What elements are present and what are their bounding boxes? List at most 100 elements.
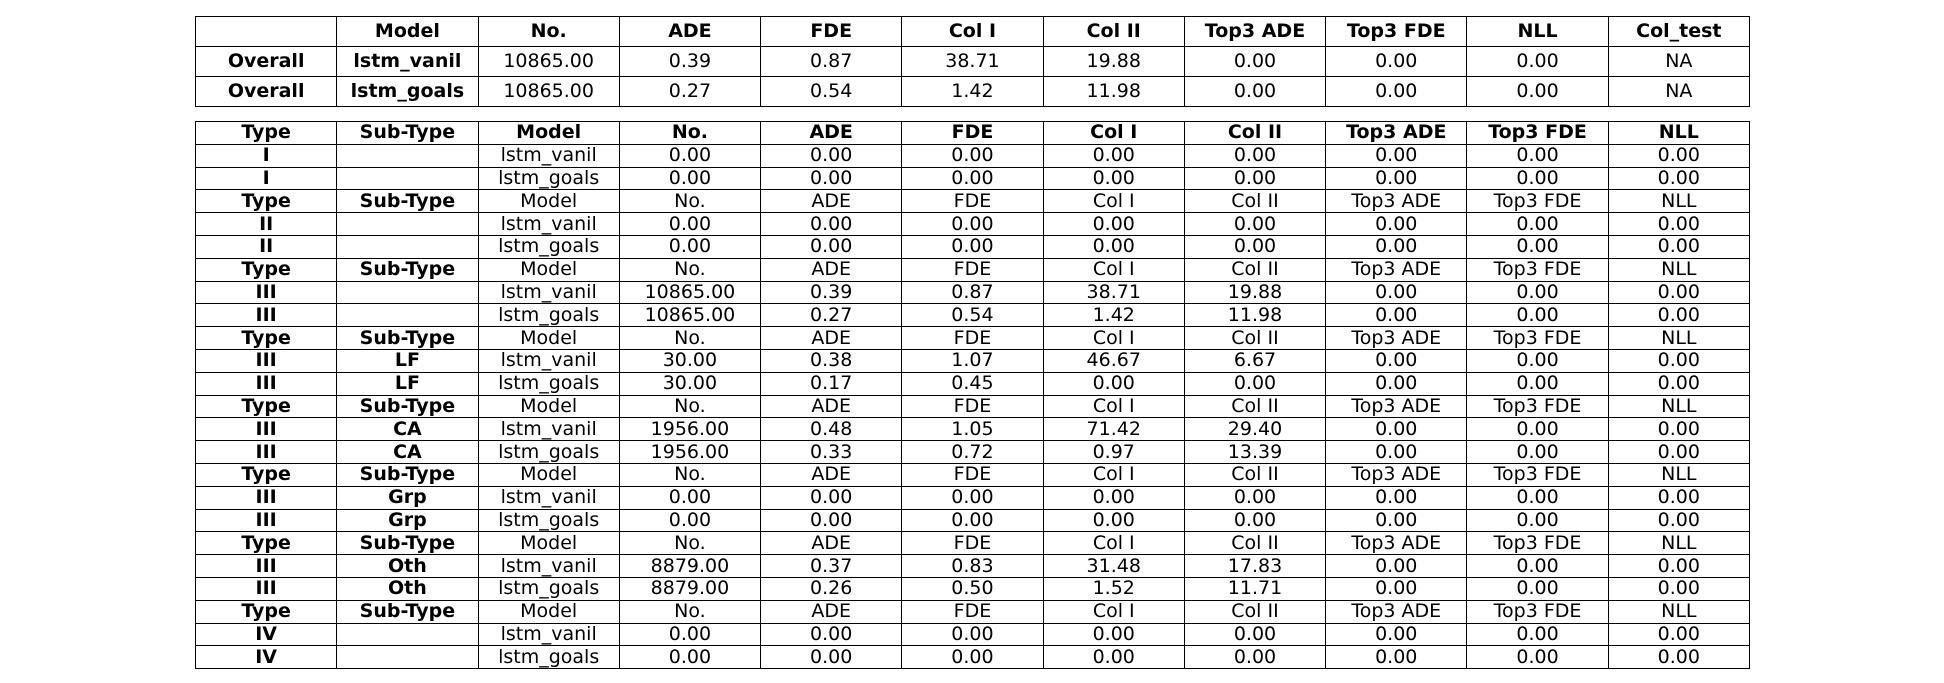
table-cell: 0.00 (1183, 508, 1327, 533)
column-header: Top3 FDE (1466, 121, 1609, 145)
table-cell: 6.67 (1183, 348, 1327, 373)
table-cell (336, 143, 479, 168)
table-cell: 17.83 (1183, 554, 1327, 578)
table-cell: 0.00 (1466, 622, 1609, 647)
row-label-cell: III (194, 371, 338, 396)
table-cell: 11.98 (1183, 303, 1327, 328)
table-cell: 31.48 (1042, 554, 1185, 578)
table-cell: Col I (1042, 599, 1185, 624)
table-cell: 0.00 (1607, 348, 1751, 373)
table-cell: 0.97 (1042, 440, 1185, 464)
table-cell: 0.00 (1607, 622, 1751, 647)
table-row: Overall lstm_vanil 10865.00 0.39 0.87 38.71 19… (194, 46, 1751, 77)
table-cell: 0.00 (1042, 234, 1185, 259)
table-cell: 71.42 (1042, 417, 1185, 442)
table-cell: 0.00 (1607, 440, 1751, 464)
table-cell: lstm_vanil (477, 417, 620, 442)
table-cell: FDE (901, 462, 1044, 487)
table-cell: 0.00 (1183, 234, 1327, 259)
table-cell: 10865.00 (618, 303, 762, 328)
table-cell: 0.00 (760, 508, 903, 533)
table-cell: Top3 FDE (1466, 531, 1609, 556)
table-cell: 0.00 (1325, 440, 1468, 464)
table-cell: 0.38 (760, 348, 903, 373)
row-label-cell: III (194, 485, 338, 510)
table-cell: 0.00 (760, 645, 903, 670)
column-header: No. (477, 16, 620, 47)
table-cell: 0.00 (760, 212, 903, 236)
table-cell: 0.00 (1607, 143, 1751, 168)
table-cell: 0.00 (1325, 645, 1468, 670)
table-row: III Oth lstm_goals 8879.00 0.26 0.50 1.52 11.71… (194, 576, 1751, 601)
table-cell (336, 280, 479, 305)
table-cell: 0.00 (618, 143, 762, 168)
row-label-cell: Type (194, 189, 338, 214)
table-row: IV lstm_vanil 0.00 0.00 0.00 0.00 0.00 0.00 0.00… (194, 622, 1751, 647)
row-label-cell: III (194, 576, 338, 601)
table-cell: Sub-Type (336, 189, 479, 214)
table-cell: 0.00 (1466, 234, 1609, 259)
table-cell: 0.00 (1607, 645, 1751, 670)
row-label-cell: III (194, 303, 338, 328)
table-cell: 0.00 (1183, 166, 1327, 191)
table-cell: CA (336, 440, 479, 464)
table-cell: Col II (1183, 257, 1327, 282)
table-cell: 0.00 (1607, 280, 1751, 305)
table-cell: 1.05 (901, 417, 1044, 442)
table-cell: CA (336, 417, 479, 442)
table-cell: No. (618, 462, 762, 487)
table-cell: 1956.00 (618, 417, 762, 442)
table-cell: No. (618, 326, 762, 350)
column-header: Col I (1042, 121, 1185, 145)
table-cell (336, 645, 479, 670)
table-cell: Model (477, 189, 620, 214)
table-cell: ADE (760, 531, 903, 556)
table-cell: lstm_goals (477, 166, 620, 191)
table-cell: 0.00 (1325, 417, 1468, 442)
table-row: III CA lstm_vanil 1956.00 0.48 1.05 71.42 29.40… (194, 417, 1751, 442)
table-cell: 0.00 (1607, 485, 1751, 510)
table-cell: FDE (901, 599, 1044, 624)
table-cell: 0.87 (760, 46, 903, 77)
table-cell: ADE (760, 394, 903, 419)
repeated-header-row: Type Sub-Type Model No. ADE FDE Col I Col II Top… (194, 394, 1751, 419)
row-label-cell: Type (194, 394, 338, 419)
column-header: NLL (1466, 16, 1609, 47)
table-cell: 0.39 (618, 46, 762, 77)
table-cell: 0.00 (1183, 76, 1327, 107)
table-cell: FDE (901, 257, 1044, 282)
table-cell: Model (477, 326, 620, 350)
table-cell: Top3 ADE (1325, 531, 1468, 556)
table-cell: 0.00 (760, 143, 903, 168)
table-cell: Sub-Type (336, 394, 479, 419)
table-cell: 0.39 (760, 280, 903, 305)
table-cell: 0.00 (1466, 280, 1609, 305)
table-cell: 0.00 (901, 508, 1044, 533)
row-label-cell: Type (194, 531, 338, 556)
row-label-cell: Overall (194, 46, 338, 77)
table-cell: 0.17 (760, 371, 903, 396)
row-label-cell: IV (194, 645, 338, 670)
table-cell: 0.00 (901, 166, 1044, 191)
table-cell: 0.00 (618, 508, 762, 533)
table-cell: Col I (1042, 394, 1185, 419)
table-cell: 0.00 (1325, 280, 1468, 305)
table-cell: Top3 FDE (1466, 394, 1609, 419)
table-cell: Top3 FDE (1466, 599, 1609, 624)
table-cell: 0.00 (1466, 576, 1609, 601)
row-label-cell: III (194, 348, 338, 373)
table-cell: lstm_goals (477, 440, 620, 464)
table-cell: Col I (1042, 462, 1185, 487)
table-cell: NLL (1607, 257, 1751, 282)
column-header: FDE (901, 121, 1044, 145)
table-cell: 1.52 (1042, 576, 1185, 601)
column-header: Model (477, 121, 620, 145)
table-cell: 0.00 (1325, 212, 1468, 236)
table-cell: Col II (1183, 326, 1327, 350)
table-cell: lstm_goals (336, 76, 479, 107)
table-cell: lstm_vanil (477, 622, 620, 647)
table-cell: ADE (760, 189, 903, 214)
table-row: III lstm_vanil 10865.00 0.39 0.87 38.71 19.88 0… (194, 280, 1751, 305)
table-cell: lstm_vanil (336, 46, 479, 77)
